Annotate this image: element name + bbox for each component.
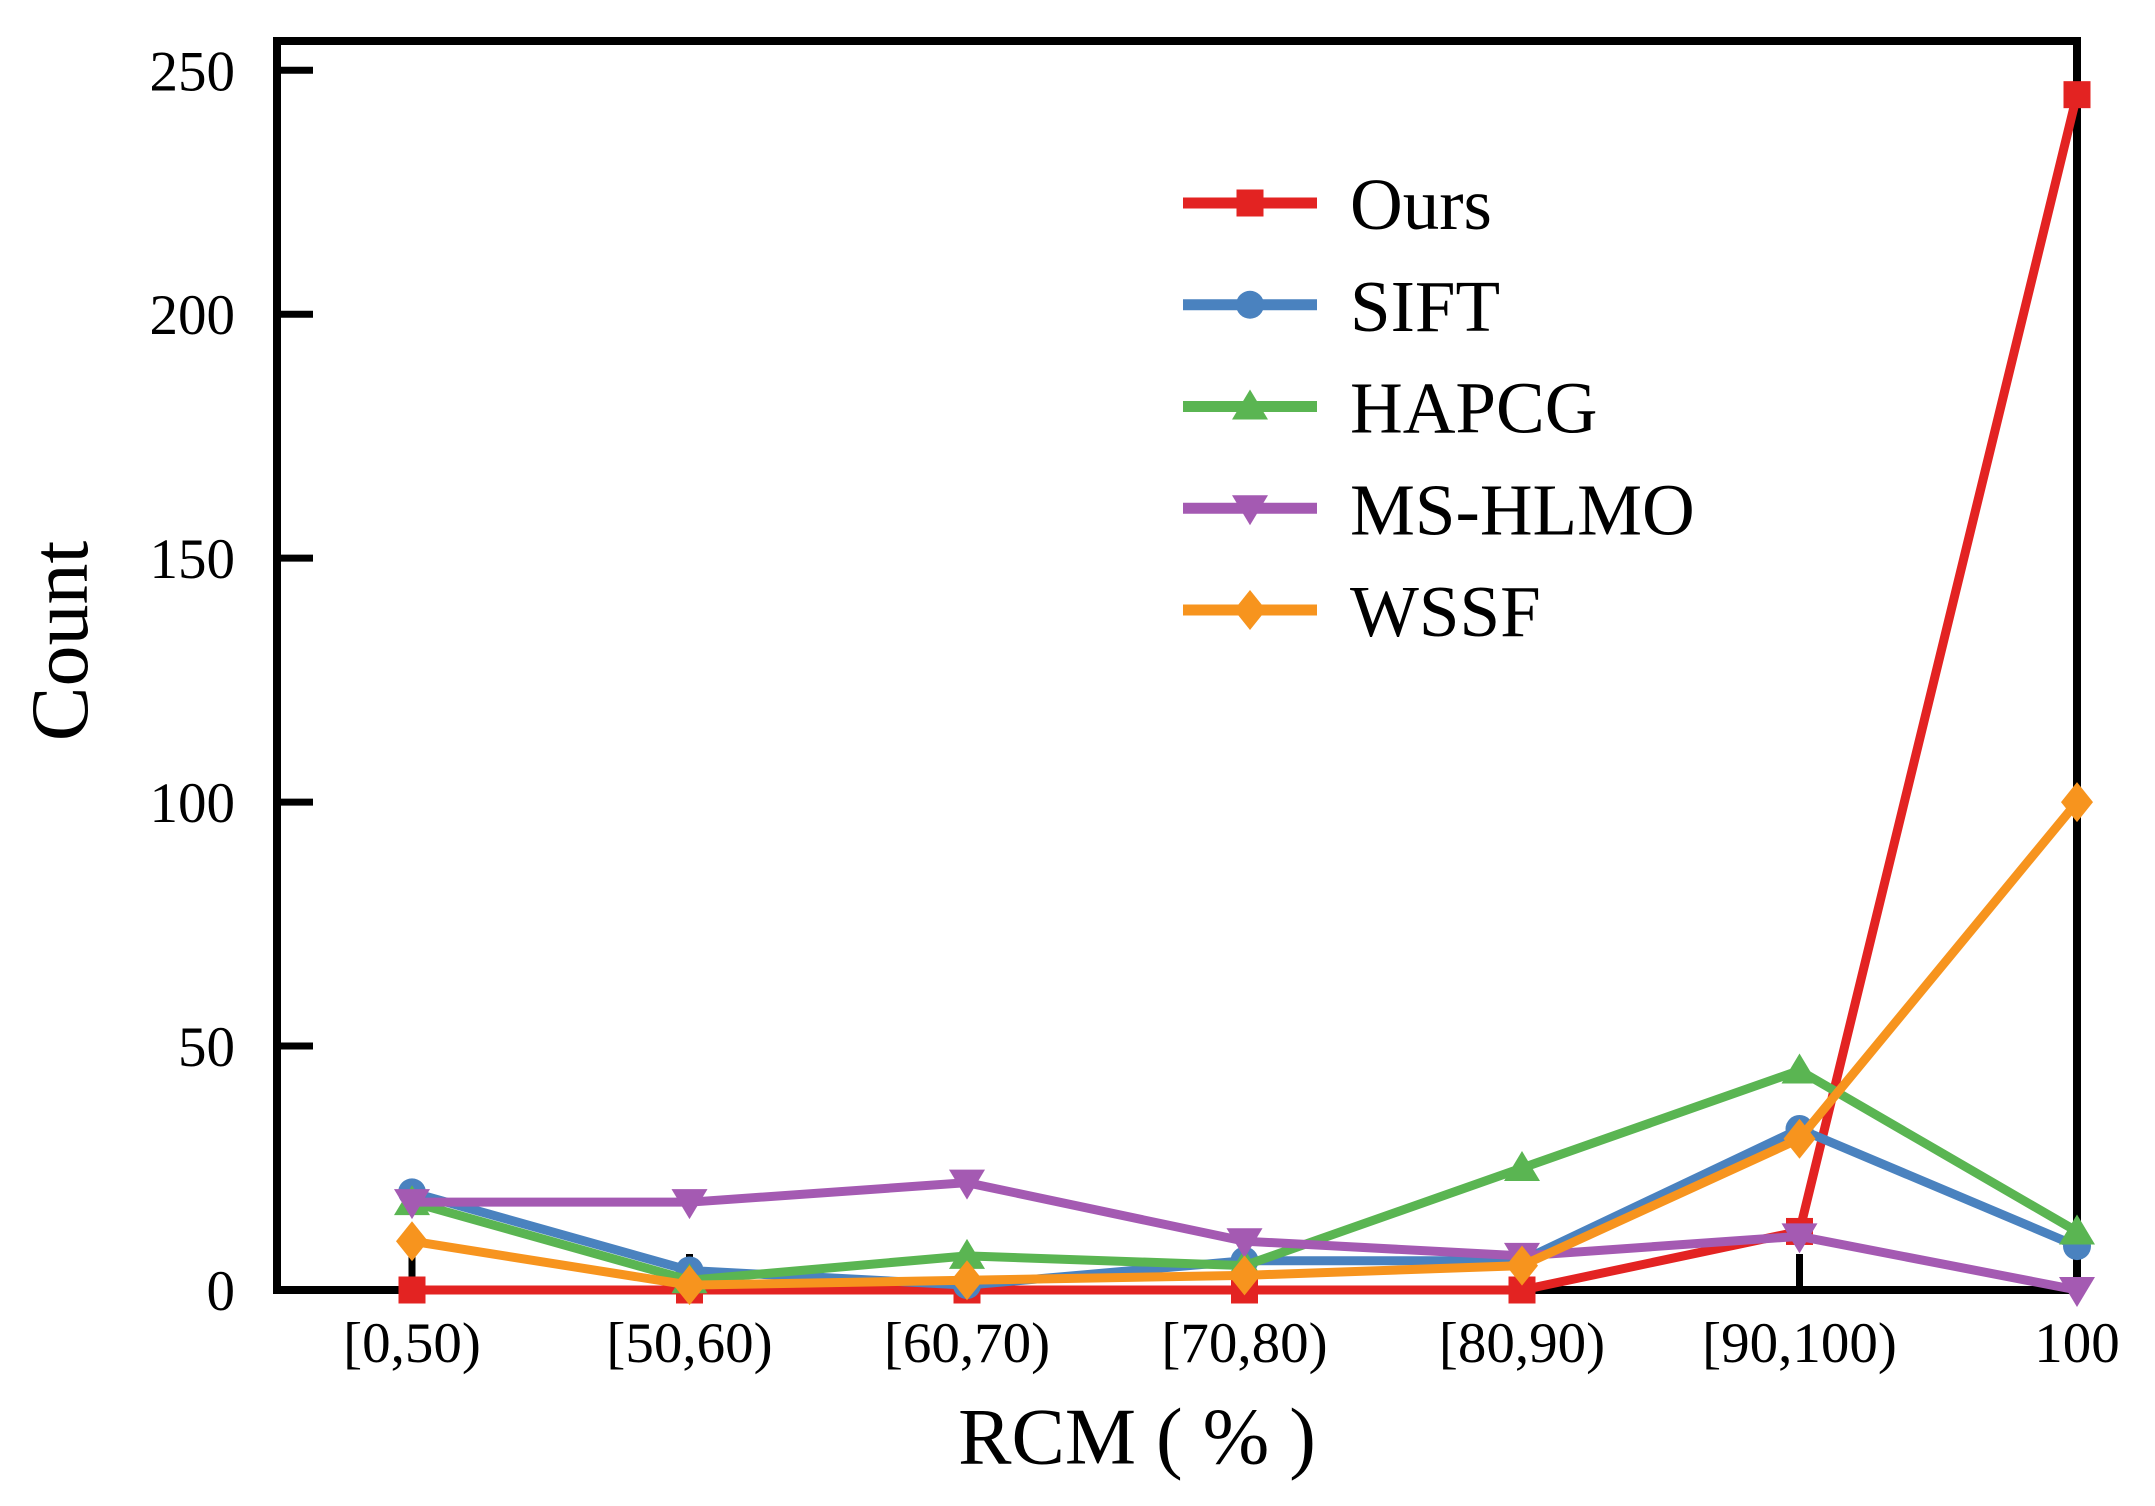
series-point-ms-hlmo (1226, 1228, 1263, 1259)
series-point-ms-hlmo (1781, 1223, 1818, 1254)
y-tick-label: 250 (150, 40, 236, 103)
series-point-ms-hlmo (671, 1189, 708, 1220)
series-line-wssf (411, 799, 2081, 1290)
series-point-hapcg (1504, 1151, 1540, 1182)
legend-marker-hapcg (1232, 389, 1268, 420)
series-point-wssf (1228, 1255, 1261, 1296)
legend-marker-sift (1236, 290, 1264, 319)
legend-label-hapcg: HAPCG (1350, 368, 1597, 449)
legend-label-sift: SIFT (1350, 266, 1500, 347)
series-point-wssf (951, 1260, 983, 1301)
series-point-hapcg (2059, 1214, 2095, 1245)
legend-label-ms-hlmo: MS-HLMO (1350, 469, 1695, 550)
legend-label-wssf: WSSF (1350, 571, 1541, 652)
plot-frame (273, 37, 2081, 1294)
series-point-hapcg (949, 1238, 985, 1269)
x-tick-label: [50,60) (606, 1312, 772, 1375)
y-tick-label: 150 (150, 528, 236, 591)
legend-marker-ours (1236, 189, 1264, 217)
y-tick-label: 200 (150, 284, 236, 347)
x-axis-title: RCM ( % ) (958, 1393, 1316, 1482)
x-tick-label: [60,70) (884, 1312, 1050, 1375)
y-tick-label: 50 (178, 1016, 235, 1079)
series-point-ms-hlmo (2059, 1277, 2095, 1307)
series-point-ours (398, 1276, 426, 1304)
x-tick-label: [0,50) (343, 1312, 481, 1375)
series-point-wssf (1506, 1245, 1538, 1286)
series-point-wssf (2061, 782, 2093, 823)
legend-label-ours: Ours (1350, 164, 1492, 245)
series-point-wssf (673, 1265, 706, 1306)
series-point-ms-hlmo (394, 1189, 430, 1220)
y-tick-label: 0 (207, 1260, 236, 1323)
series-point-ms-hlmo (949, 1169, 985, 1200)
series-point-hapcg (1781, 1053, 1818, 1084)
x-tick-label: [70,80) (1161, 1312, 1327, 1375)
y-axis-title: Count (14, 540, 105, 742)
series-point-wssf (1783, 1118, 1816, 1159)
x-tick-label: [80,90) (1439, 1312, 1605, 1375)
x-tick-label: [90,100) (1702, 1312, 1897, 1375)
legend-marker-ms-hlmo (1232, 495, 1268, 526)
y-tick-label: 100 (150, 772, 236, 835)
series-point-ours (2063, 81, 2091, 109)
x-tick-label: 100 (2034, 1312, 2120, 1375)
series-point-wssf (396, 1221, 428, 1262)
legend-marker-wssf (1234, 590, 1266, 630)
